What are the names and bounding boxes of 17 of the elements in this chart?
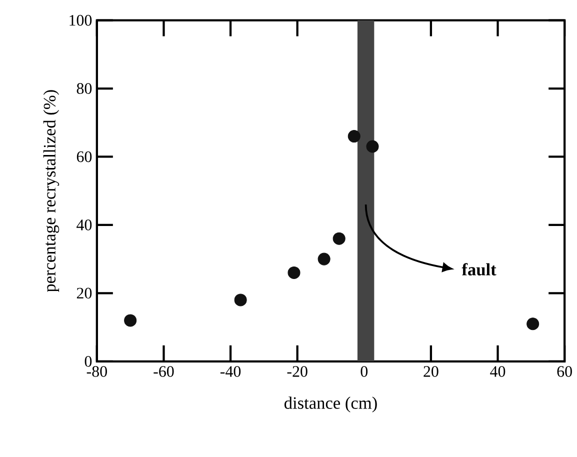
x-tick-label: -40 [220, 366, 241, 378]
x-axis-title: distance (cm) [284, 396, 377, 413]
y-tick-label: 0 [84, 356, 92, 367]
x-tick-label: -80 [86, 366, 107, 378]
y-tick-label: 100 [70, 15, 92, 26]
x-tick-label: -60 [154, 366, 174, 378]
x-tick-label: 40 [490, 366, 506, 378]
annotation: fault [462, 263, 496, 276]
y-axis-title: percentage recrystallized (%) [43, 90, 60, 292]
x-tick-label: 0 [360, 366, 368, 378]
x-tick-label: 60 [557, 366, 572, 378]
y-tick-label: 80 [76, 83, 92, 94]
x-tick-label: -20 [287, 366, 308, 378]
y-tick-label: 60 [76, 152, 92, 162]
y-tick-label: 20 [76, 288, 92, 299]
x-tick-label: 20 [424, 366, 438, 378]
y-tick-label: 40 [76, 220, 92, 231]
